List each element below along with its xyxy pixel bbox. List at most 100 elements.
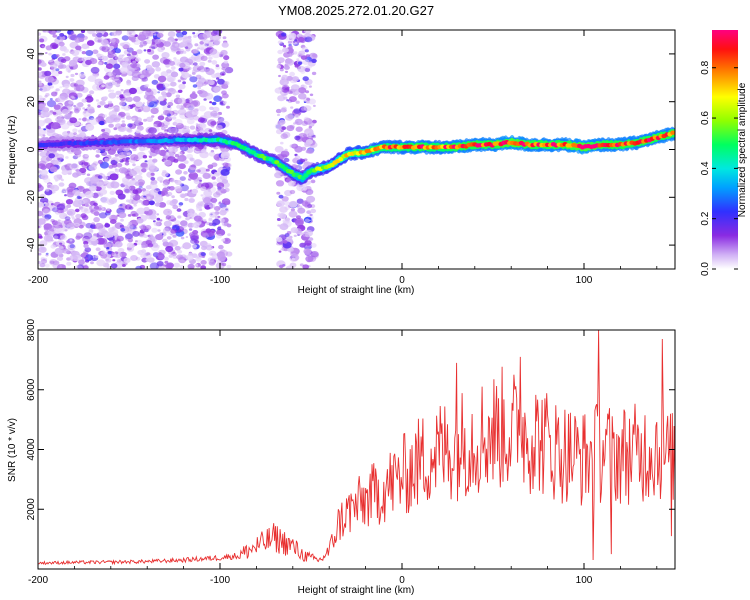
noise-speckle (284, 217, 291, 222)
noise-speckle (300, 55, 308, 60)
noise-speckle (95, 99, 100, 102)
noise-speckle (104, 157, 110, 162)
noise-speckle (146, 116, 154, 123)
noise-speckle (69, 78, 75, 82)
noise-speckle (139, 225, 143, 229)
noise-speckle (69, 111, 74, 114)
noise-speckle (139, 74, 145, 79)
noise-speckle (298, 92, 307, 100)
noise-speckle (109, 190, 116, 195)
noise-speckle (95, 154, 100, 158)
noise-speckle (222, 101, 227, 104)
noise-speckle (304, 240, 312, 246)
noise-speckle (79, 186, 83, 190)
noise-speckle (167, 210, 170, 213)
noise-speckle (208, 189, 211, 192)
noise-speckle (100, 207, 106, 211)
noise-speckle (43, 226, 50, 231)
noise-speckle (153, 123, 157, 127)
noise-speckle (102, 114, 107, 118)
noise-speckle (193, 248, 197, 251)
noise-speckle (199, 208, 203, 212)
noise-speckle (187, 190, 191, 193)
noise-speckle (207, 257, 215, 263)
noise-speckle (78, 259, 85, 265)
noise-speckle (82, 203, 86, 207)
noise-speckle (41, 206, 51, 214)
noise-speckle (199, 123, 206, 128)
noise-speckle (222, 162, 229, 167)
noise-speckle (58, 176, 63, 180)
noise-speckle (172, 121, 178, 126)
noise-speckle (295, 100, 300, 104)
noise-speckle (211, 39, 214, 42)
noise-speckle (157, 46, 165, 53)
noise-speckle (136, 49, 143, 54)
noise-speckle (59, 45, 67, 52)
snr-x-tick-label: -200 (28, 575, 48, 586)
noise-speckle (119, 66, 129, 74)
noise-speckle (58, 182, 65, 187)
noise-speckle (47, 82, 53, 86)
noise-speckle (156, 32, 164, 38)
noise-speckle (38, 235, 43, 239)
noise-speckle (161, 52, 170, 59)
noise-speckle (197, 47, 200, 50)
noise-speckle (109, 173, 119, 181)
noise-speckle (197, 201, 204, 207)
noise-speckle (44, 75, 55, 83)
noise-speckle (98, 204, 102, 208)
noise-speckle (75, 102, 84, 108)
noise-speckle (283, 65, 290, 70)
noise-speckle (297, 36, 305, 43)
noise-speckle (205, 168, 210, 172)
noise-speckle (172, 204, 179, 210)
noise-speckle (96, 259, 106, 267)
noise-speckle (163, 41, 171, 47)
noise-speckle (148, 127, 157, 134)
noise-speckle (308, 122, 315, 127)
noise-speckle (84, 108, 88, 112)
noise-speckle (83, 111, 87, 114)
noise-speckle (220, 49, 228, 56)
noise-speckle (159, 180, 163, 183)
noise-speckle (172, 255, 178, 259)
noise-speckle (76, 56, 83, 62)
noise-speckle (280, 107, 287, 113)
noise-speckle (148, 164, 156, 170)
snr-x-tick-label: 100 (576, 575, 593, 586)
noise-speckle (128, 87, 137, 95)
noise-speckle (75, 84, 85, 92)
noise-speckle (225, 251, 233, 257)
noise-speckle (157, 96, 165, 102)
noise-speckle (193, 215, 202, 222)
noise-speckle (55, 68, 60, 72)
noise-speckle (224, 200, 231, 205)
noise-speckle (224, 156, 232, 162)
colorbar: 0.0 0.2 0.4 0.6 0.8 Normalized spectral ampl… (700, 30, 748, 276)
noise-speckle (176, 104, 182, 109)
noise-speckle (164, 260, 169, 264)
noise-speckle (277, 57, 285, 63)
noise-speckle (123, 257, 131, 263)
noise-speckle (38, 153, 41, 156)
noise-speckle (82, 107, 86, 110)
noise-speckle (116, 96, 120, 99)
noise-speckle (107, 100, 113, 105)
noise-speckle (152, 97, 158, 102)
noise-speckle (137, 250, 144, 255)
noise-speckle (151, 227, 158, 233)
noise-speckle (86, 173, 91, 177)
noise-speckle (122, 54, 125, 57)
noise-speckle (108, 92, 117, 99)
noise-speckle (275, 180, 285, 187)
noise-speckle (192, 62, 198, 66)
noise-speckle (120, 218, 124, 222)
noise-speckle (194, 43, 199, 47)
noise-speckle (313, 104, 316, 107)
noise-speckle (137, 199, 142, 203)
noise-speckle (180, 41, 188, 47)
noise-speckle (203, 230, 207, 233)
noise-speckle (173, 114, 177, 117)
